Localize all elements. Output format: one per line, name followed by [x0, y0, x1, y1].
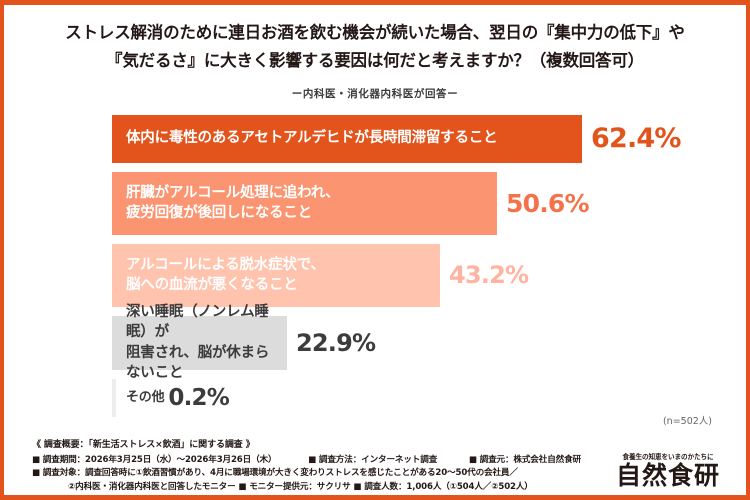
- bar-2-value: 50.6%: [506, 188, 590, 218]
- footer-line-3: ■ 調査対象：調査回答時に①飲酒習慣があり、4月に職場環境が大きく変わりストレス…: [32, 468, 518, 479]
- company-logo: 食養生の知恵をいまのかたちに 自然食研: [612, 451, 724, 488]
- footer-line-4: ②内科医・消化器内科医と回答したモニター ■ モニター提供元：サクリサ ■ 調査…: [68, 481, 533, 492]
- chart-row-2: 肝臓がアルコール処理に追われ、 疲労回復が後回しになること 50.6%: [112, 171, 590, 235]
- bar-4-value: 22.9%: [296, 328, 376, 357]
- header: ストレス解消のために連日お酒を飲む機会が続いた場合、翌日の『集中力の低下』や 『…: [4, 5, 746, 101]
- question-line-1: ストレス解消のために連日お酒を飲む機会が続いた場合、翌日の『集中力の低下』や: [65, 23, 685, 42]
- bar-1-value: 62.4%: [591, 123, 681, 155]
- footer-line-2: ■ 調査期間：2026年3月25日（水）〜2026年3月26日（木） ■ 調査方…: [32, 454, 632, 467]
- footer: 《 調査概要：「新生活ストレス×飲酒」に関する調査 》 ■ 調査期間：2026年…: [32, 437, 632, 494]
- logo-name: 自然食研: [615, 461, 720, 490]
- bar-3-label: アルコールによる脱水症状で、 脳への血流が悪くなること: [126, 256, 325, 294]
- bar-4-label: 深い睡眠（ノンレム睡眠）が 阻害され、脳が休まらないこと: [126, 303, 270, 382]
- sample-size-label: (n=502人): [662, 416, 712, 427]
- bar-1: 体内に毒性のあるアセトアルデヒドが長時間滞留すること: [112, 114, 582, 163]
- footer-overview: 《 調査概要：「新生活ストレス×飲酒」に関する調査 》: [32, 440, 255, 450]
- bar-5-label: その他: [126, 389, 165, 405]
- bar-3-value: 43.2%: [449, 261, 529, 290]
- bar-5-value: 0.2%: [168, 384, 229, 411]
- bar-5: [112, 378, 116, 417]
- footer-method: ■ 調査方法：インターネット調査: [308, 455, 438, 465]
- bar-4: 深い睡眠（ノンレム睡眠）が 阻害され、脳が休まらないこと: [112, 304, 287, 381]
- bar-2: 肝臓がアルコール処理に追われ、 疲労回復が後回しになること: [112, 171, 497, 235]
- footer-period: ■ 調査期間：2026年3月25日（水）〜2026年3月26日（木）: [32, 455, 277, 465]
- chart-subtitle: ー内科医・消化器内科医が回答ー: [291, 87, 459, 100]
- chart-row-1: 体内に毒性のあるアセトアルデヒドが長時間滞留すること 62.4%: [112, 114, 681, 163]
- chart-row-5: その他 0.2%: [112, 378, 230, 417]
- bar-3: アルコールによる脱水症状で、 脳への血流が悪くなること: [112, 243, 440, 307]
- footer-source: ■ 調査元：株式会社自然食研: [468, 455, 581, 465]
- bar-chart: 体内に毒性のあるアセトアルデヒドが長時間滞留すること 62.4% 肝臓がアルコー…: [4, 114, 746, 417]
- logo-tagline: 食養生の知恵をいまのかたちに: [622, 453, 714, 461]
- bar-2-label: 肝臓がアルコール処理に追われ、 疲労回復が後回しになること: [126, 184, 340, 222]
- question-line-2: 『気だるさ』に大きく影響する要因は何だと考えますか？（複数回答可）: [106, 51, 644, 71]
- bar-1-label: 体内に毒性のあるアセトアルデヒドが長時間滞留すること: [126, 130, 498, 147]
- chart-row-3: アルコールによる脱水症状で、 脳への血流が悪くなること 43.2%: [112, 243, 529, 307]
- chart-row-4: 深い睡眠（ノンレム睡眠）が 阻害され、脳が休まらないこと 22.9%: [112, 304, 376, 381]
